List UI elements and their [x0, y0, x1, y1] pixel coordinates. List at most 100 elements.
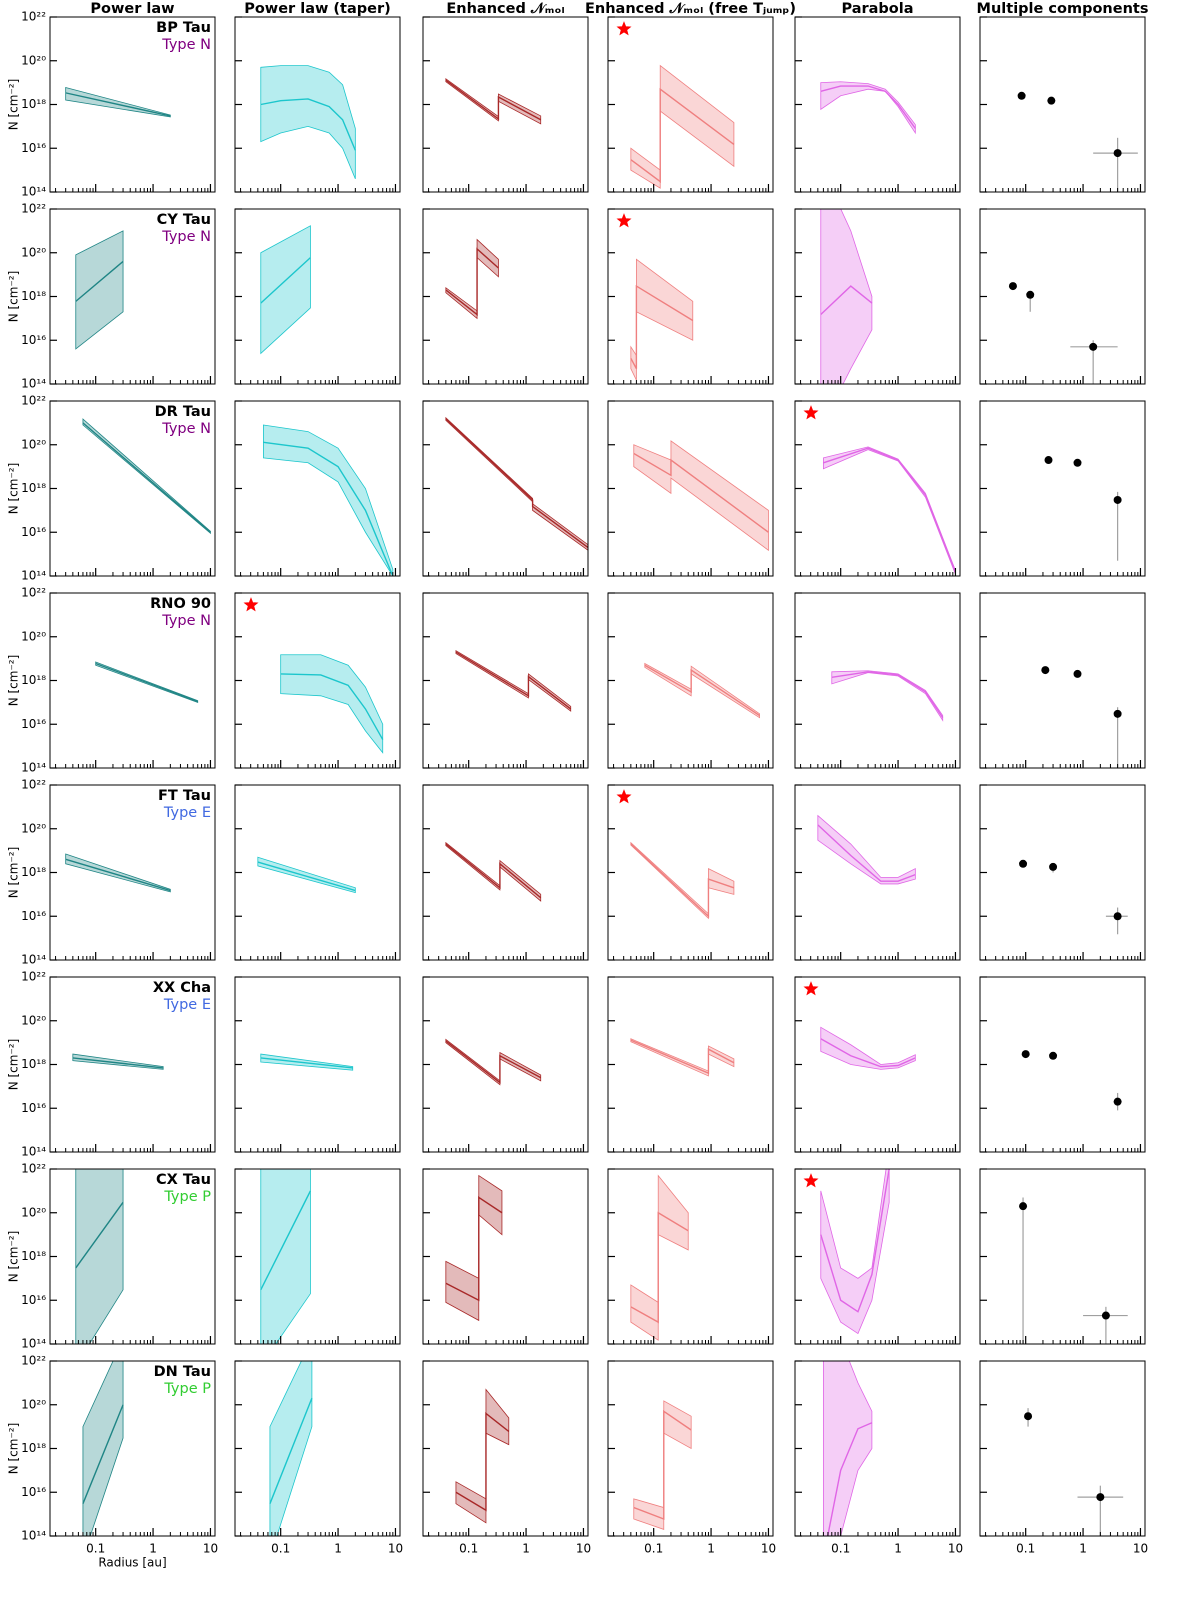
x-tick-label: 0.1	[644, 1542, 663, 1556]
uncertainty-band	[455, 1388, 510, 1524]
uncertainty-band	[260, 1169, 311, 1344]
plot-area	[95, 661, 199, 703]
y-tick-label: 10¹⁸	[21, 865, 46, 879]
panel	[607, 208, 774, 385]
y-tick-label: 10¹⁸	[21, 673, 46, 687]
median-line	[260, 1190, 312, 1291]
y-tick-label: 10¹⁸	[21, 289, 46, 303]
x-tick-label: 10	[761, 1542, 776, 1556]
panel-frame	[979, 400, 1146, 577]
y-axis-label: N [cm⁻²]	[7, 655, 21, 707]
data-point	[1041, 666, 1050, 675]
x-tick-label: 1	[1079, 1542, 1087, 1556]
plot-area	[1017, 91, 1138, 192]
y-tick-label: 10²⁰	[21, 53, 46, 67]
panel-frame	[794, 592, 961, 769]
median-line	[260, 98, 356, 151]
best-model-star	[803, 405, 819, 420]
data-point	[1017, 91, 1026, 100]
panel	[794, 784, 961, 961]
x-tick-label: 0.1	[831, 1542, 850, 1556]
uncertainty-band	[445, 416, 588, 551]
median-line	[260, 257, 311, 304]
y-tick-label: 10¹⁴	[21, 761, 46, 775]
data-point	[1008, 282, 1017, 291]
panel	[422, 976, 589, 1153]
plot-area	[280, 654, 384, 754]
panel-frame	[234, 400, 401, 577]
source-type: Type N	[161, 37, 211, 53]
panel-frame	[234, 208, 401, 385]
y-tick-label: 10²⁰	[21, 245, 46, 259]
median-line	[820, 85, 916, 129]
plot-area	[1008, 282, 1118, 384]
data-point	[1113, 149, 1122, 158]
panel-frame	[422, 976, 589, 1153]
uncertainty-band	[820, 81, 916, 135]
uncertainty-band	[630, 1174, 689, 1341]
x-tick-label: 0.1	[459, 1542, 478, 1556]
best-model-star	[803, 1173, 819, 1188]
plot-area	[630, 841, 735, 920]
panel	[794, 592, 961, 769]
panel	[422, 208, 589, 385]
plot-area	[1021, 1050, 1122, 1111]
best-model-star	[803, 981, 819, 996]
plot-area	[1041, 666, 1122, 768]
y-tick-label: 10¹⁶	[21, 909, 46, 923]
x-tick-label: 10	[203, 1542, 218, 1556]
best-model-star	[616, 789, 632, 804]
uncertainty-band	[817, 814, 916, 885]
plot-area	[817, 814, 916, 885]
plot-area	[1019, 1197, 1128, 1344]
plot-area	[455, 650, 572, 712]
column-title: Parabola	[841, 1, 913, 17]
panel: 10¹⁴ 10¹⁶ 10¹⁸ 10²⁰ 10²²	[21, 586, 216, 775]
plot-area	[445, 77, 542, 125]
panel	[234, 1168, 401, 1345]
plot-area	[445, 416, 588, 551]
x-tick-label: 10	[388, 1542, 403, 1556]
y-tick-label: 10¹⁴	[21, 1145, 46, 1159]
source-name: DN Tau	[154, 1364, 211, 1380]
panel-frame	[422, 400, 589, 577]
plot-area	[822, 446, 957, 575]
source-type: Type N	[161, 229, 211, 245]
y-tick-label: 10¹⁶	[21, 1293, 46, 1307]
uncertainty-band	[445, 77, 542, 125]
panel-frame	[794, 1360, 961, 1537]
median-line	[820, 285, 873, 316]
panel	[979, 400, 1146, 577]
panel	[234, 208, 401, 385]
median-line	[630, 284, 694, 370]
uncertainty-band	[260, 65, 356, 179]
y-tick-label: 10¹⁸	[21, 1057, 46, 1071]
median-line	[630, 843, 735, 918]
y-tick-label: 10²²	[21, 778, 46, 792]
median-line	[75, 1201, 124, 1269]
panel: 0.1 1 10	[234, 1360, 403, 1556]
source-type: Type N	[161, 421, 211, 437]
y-axis-label: N [cm⁻²]	[7, 1423, 21, 1475]
panel	[234, 16, 401, 193]
plot-area	[630, 258, 694, 381]
y-tick-label: 10²²	[21, 202, 46, 216]
median-line	[831, 671, 944, 719]
data-point	[1049, 1051, 1058, 1060]
panel	[979, 1168, 1146, 1345]
median-line	[269, 1397, 313, 1504]
plot-area	[1019, 859, 1128, 935]
y-tick-label: 10²⁰	[21, 629, 46, 643]
x-tick-label: 1	[522, 1542, 530, 1556]
median-line	[455, 1412, 510, 1512]
panel-frame	[979, 784, 1146, 961]
median-line	[633, 1410, 692, 1520]
source-name: RNO 90	[150, 596, 211, 612]
uncertainty-band	[257, 856, 356, 894]
y-tick-label: 10²²	[21, 394, 46, 408]
median-line	[445, 843, 542, 899]
panel	[234, 400, 401, 577]
plot-area	[630, 1174, 689, 1341]
column-title: Power law (taper)	[244, 1, 391, 17]
